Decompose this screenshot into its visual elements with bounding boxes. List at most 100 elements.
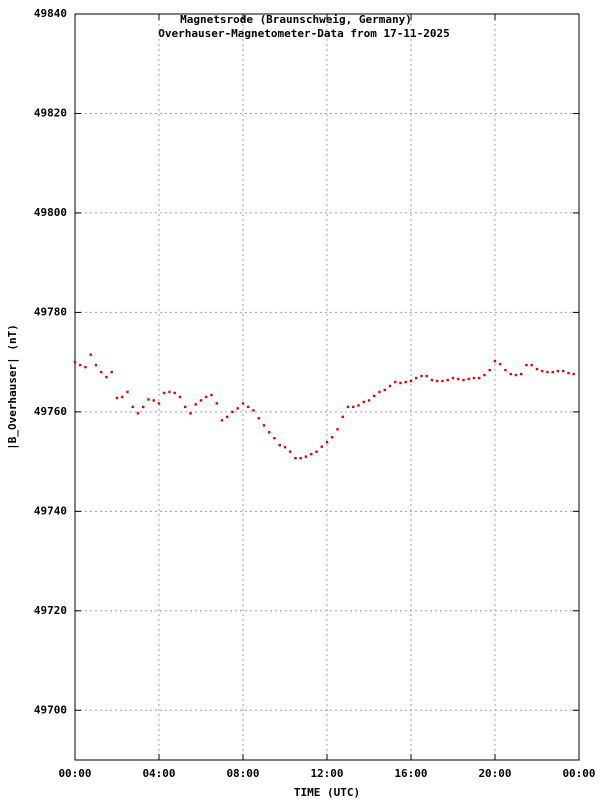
data-point	[367, 399, 371, 402]
y-axis-label: |B_Overhauser| (nT)	[6, 324, 19, 450]
data-point	[262, 424, 266, 427]
data-point	[530, 363, 533, 367]
data-point	[105, 375, 108, 379]
x-axis-label: TIME (UTC)	[294, 786, 360, 799]
data-point	[352, 405, 355, 409]
data-point	[483, 373, 486, 377]
data-point	[556, 369, 560, 373]
data-point	[425, 374, 428, 378]
data-point	[457, 377, 460, 381]
data-point	[567, 371, 570, 375]
data-point	[178, 395, 182, 399]
y-tick-label: 49720	[34, 604, 67, 617]
data-point	[394, 380, 397, 384]
data-point	[388, 384, 392, 388]
y-tick-label: 49800	[34, 206, 67, 219]
x-tick-label: 20:00	[478, 767, 511, 780]
data-point	[520, 372, 523, 376]
x-tick-label: 12:00	[310, 767, 343, 780]
data-point	[184, 405, 187, 409]
data-point	[546, 370, 549, 374]
data-point	[147, 398, 150, 401]
y-tick-label: 49760	[34, 405, 67, 418]
data-point	[415, 376, 418, 380]
data-point	[257, 417, 260, 420]
data-point	[341, 415, 344, 419]
data-point	[115, 396, 119, 400]
data-point	[420, 374, 423, 378]
data-point	[436, 379, 439, 383]
chart-subtitle: Overhauser-Magnetometer-Data from 17-11-…	[158, 27, 449, 40]
x-tick-label: 08:00	[226, 767, 259, 780]
data-point	[551, 370, 554, 374]
data-point	[509, 372, 512, 376]
data-point	[504, 368, 507, 372]
data-point	[346, 405, 350, 409]
x-tick-label: 16:00	[394, 767, 427, 780]
data-point	[488, 368, 491, 372]
data-point	[79, 363, 82, 367]
data-point	[562, 369, 565, 373]
data-point	[241, 402, 245, 405]
data-point	[131, 405, 134, 409]
data-point	[541, 369, 544, 373]
data-point	[273, 437, 276, 440]
y-tick-label: 49700	[34, 703, 67, 716]
data-point	[73, 360, 77, 364]
data-point	[247, 405, 250, 409]
data-point	[189, 412, 192, 415]
data-point	[168, 390, 171, 394]
data-point	[325, 441, 329, 444]
data-point	[157, 402, 161, 405]
x-tick-label: 00:00	[562, 767, 595, 780]
data-point	[373, 394, 376, 398]
data-point	[220, 419, 224, 422]
data-point	[310, 452, 313, 456]
data-point	[289, 450, 292, 453]
data-point	[446, 378, 449, 382]
data-point	[299, 456, 302, 460]
data-point	[89, 353, 92, 356]
data-point	[404, 380, 407, 384]
data-point	[572, 372, 575, 376]
data-point	[173, 391, 176, 395]
data-point	[199, 399, 203, 402]
data-point	[163, 391, 166, 395]
data-point	[231, 410, 234, 414]
data-point	[514, 373, 518, 377]
data-point	[525, 363, 528, 367]
data-point	[110, 370, 113, 374]
data-point	[121, 395, 124, 399]
y-tick-label: 49740	[34, 504, 67, 517]
data-point	[499, 362, 502, 366]
data-point	[205, 395, 208, 399]
data-point	[430, 378, 434, 382]
data-point	[226, 415, 229, 419]
data-point	[441, 379, 444, 383]
x-tick-label: 00:00	[58, 767, 91, 780]
data-point	[478, 376, 481, 380]
data-point	[409, 379, 413, 383]
data-point	[252, 409, 255, 412]
data-point	[451, 376, 455, 380]
data-point	[126, 390, 129, 394]
y-tick-label: 49840	[34, 7, 67, 20]
data-point	[336, 428, 339, 431]
data-point	[331, 436, 334, 439]
data-point	[142, 405, 145, 409]
data-point	[278, 443, 281, 447]
data-point	[378, 390, 381, 394]
data-point	[535, 367, 539, 371]
data-point	[194, 403, 197, 406]
data-point	[472, 376, 476, 380]
chart-title: Magnetsrode (Braunschweig, Germany)	[180, 13, 412, 26]
data-point	[399, 381, 402, 385]
data-point	[467, 377, 470, 381]
x-tick-label: 04:00	[142, 767, 175, 780]
data-point	[462, 378, 465, 382]
y-tick-label: 49780	[34, 305, 67, 318]
data-point	[215, 402, 218, 405]
data-point	[100, 370, 103, 374]
